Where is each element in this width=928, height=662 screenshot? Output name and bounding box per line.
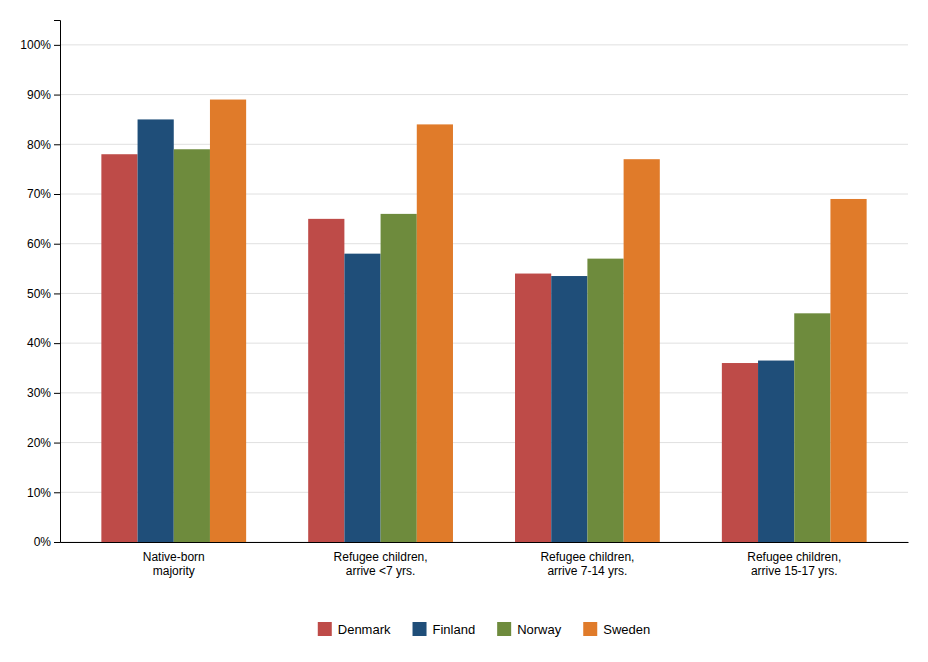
- bar-series: [210, 100, 867, 542]
- x-axis-line: [61, 542, 909, 543]
- y-tick: 50%: [27, 287, 60, 301]
- y-tick: 90%: [27, 88, 60, 102]
- y-tick: 80%: [27, 138, 60, 152]
- y-tick-label: 70%: [27, 187, 51, 201]
- y-tick: 70%: [27, 187, 60, 201]
- x-tick-label: Refugee children,arrive 7-14 yrs.: [540, 550, 634, 578]
- grid-line: [60, 144, 908, 145]
- bar: [624, 159, 660, 542]
- legend-item: Sweden: [583, 622, 650, 637]
- y-tick: 30%: [27, 386, 60, 400]
- y-tick: 100%: [20, 38, 60, 52]
- x-tick-label-line: Refugee children,: [540, 550, 634, 564]
- bar: [101, 154, 137, 542]
- bar: [210, 100, 246, 542]
- y-tick-mark: [54, 443, 60, 444]
- bar: [794, 313, 830, 542]
- y-tick-label: 90%: [27, 88, 51, 102]
- legend-label: Finland: [433, 622, 476, 637]
- x-tick-label-line: Refugee children,: [334, 550, 428, 564]
- grid-line: [60, 44, 908, 45]
- y-tick-label: 20%: [27, 436, 51, 450]
- x-tick-label-line: Native-born: [143, 550, 205, 564]
- x-tick: Refugee children,arrive 15-17 yrs.: [747, 550, 841, 578]
- legend-swatch: [583, 622, 597, 636]
- bar: [587, 259, 623, 542]
- bar: [174, 149, 210, 542]
- x-tick-label-line: arrive <7 yrs.: [346, 564, 416, 578]
- x-tick-label: Refugee children,arrive 15-17 yrs.: [747, 550, 841, 578]
- x-tick: Refugee children,arrive 7-14 yrs.: [540, 550, 634, 578]
- x-tick-label-line: arrive 7-14 yrs.: [547, 564, 627, 578]
- chart: 0% 10% 20% 30% 40% 50% 60% 70% 80% 90% 100% Native-…: [0, 0, 928, 662]
- legend-swatch: [318, 622, 332, 636]
- y-tick-mark: [54, 244, 60, 245]
- plot: 0% 10% 20% 30% 40% 50% 60% 70% 80% 90% 100% Native-…: [20, 21, 908, 578]
- x-axis: Native-bornmajorityRefugee children,arri…: [61, 543, 909, 578]
- y-tick-label: 80%: [27, 138, 51, 152]
- bar-series: [174, 149, 831, 542]
- y-tick-label: 10%: [27, 486, 51, 500]
- y-tick-mark: [54, 492, 60, 493]
- y-tick-label: 30%: [27, 386, 51, 400]
- y-tick-label: 0%: [34, 535, 52, 549]
- y-tick-label: 60%: [27, 237, 51, 251]
- bar: [830, 199, 866, 542]
- bar: [308, 219, 344, 542]
- y-tick: 20%: [27, 436, 60, 450]
- y-tick-mark: [54, 343, 60, 344]
- legend-label: Sweden: [603, 622, 650, 637]
- y-tick-mark: [54, 293, 60, 294]
- bar: [551, 276, 587, 542]
- y-tick: 10%: [27, 486, 60, 500]
- x-tick-label-line: Refugee children,: [747, 550, 841, 564]
- legend-item: Norway: [497, 622, 562, 637]
- y-tick-mark: [54, 95, 60, 96]
- x-tick-label-line: arrive 15-17 yrs.: [751, 564, 838, 578]
- y-tick: 0%: [34, 535, 60, 549]
- legend-label: Norway: [517, 622, 562, 637]
- y-tick-mark: [54, 542, 60, 543]
- y-tick-mark: [54, 194, 60, 195]
- y-tick: 60%: [27, 237, 60, 251]
- bar: [344, 254, 380, 542]
- legend: Denmark Finland Norway Sweden: [318, 622, 650, 637]
- legend-label: Denmark: [338, 622, 391, 637]
- legend-swatch: [497, 622, 511, 636]
- y-tick-label: 50%: [27, 287, 51, 301]
- y-tick-label: 100%: [20, 38, 51, 52]
- bars: [101, 100, 866, 542]
- x-tick-label: Refugee children,arrive <7 yrs.: [334, 550, 428, 578]
- grid: [60, 45, 908, 542]
- bar: [381, 214, 417, 542]
- bar: [722, 363, 758, 542]
- legend-item: Denmark: [318, 622, 391, 637]
- bar: [138, 119, 174, 542]
- y-tick-label: 40%: [27, 336, 51, 350]
- legend-swatch: [413, 622, 427, 636]
- x-tick-label-line: majority: [153, 564, 195, 578]
- x-tick: Native-bornmajority: [143, 550, 205, 578]
- y-tick-mark: [54, 45, 60, 46]
- y-tick-mark: [54, 393, 60, 394]
- grid-line: [60, 94, 908, 95]
- y-tick-mark: [54, 144, 60, 145]
- y-axis: 0% 10% 20% 30% 40% 50% 60% 70% 80% 90% 100%: [20, 21, 60, 550]
- bar: [417, 124, 453, 542]
- x-tick: Refugee children,arrive <7 yrs.: [334, 550, 428, 578]
- x-tick-label: Native-bornmajority: [143, 550, 205, 578]
- bar: [515, 274, 551, 542]
- legend-item: Finland: [413, 622, 476, 637]
- y-axis-line: [54, 21, 61, 543]
- bar: [758, 361, 794, 542]
- y-tick: 40%: [27, 336, 60, 350]
